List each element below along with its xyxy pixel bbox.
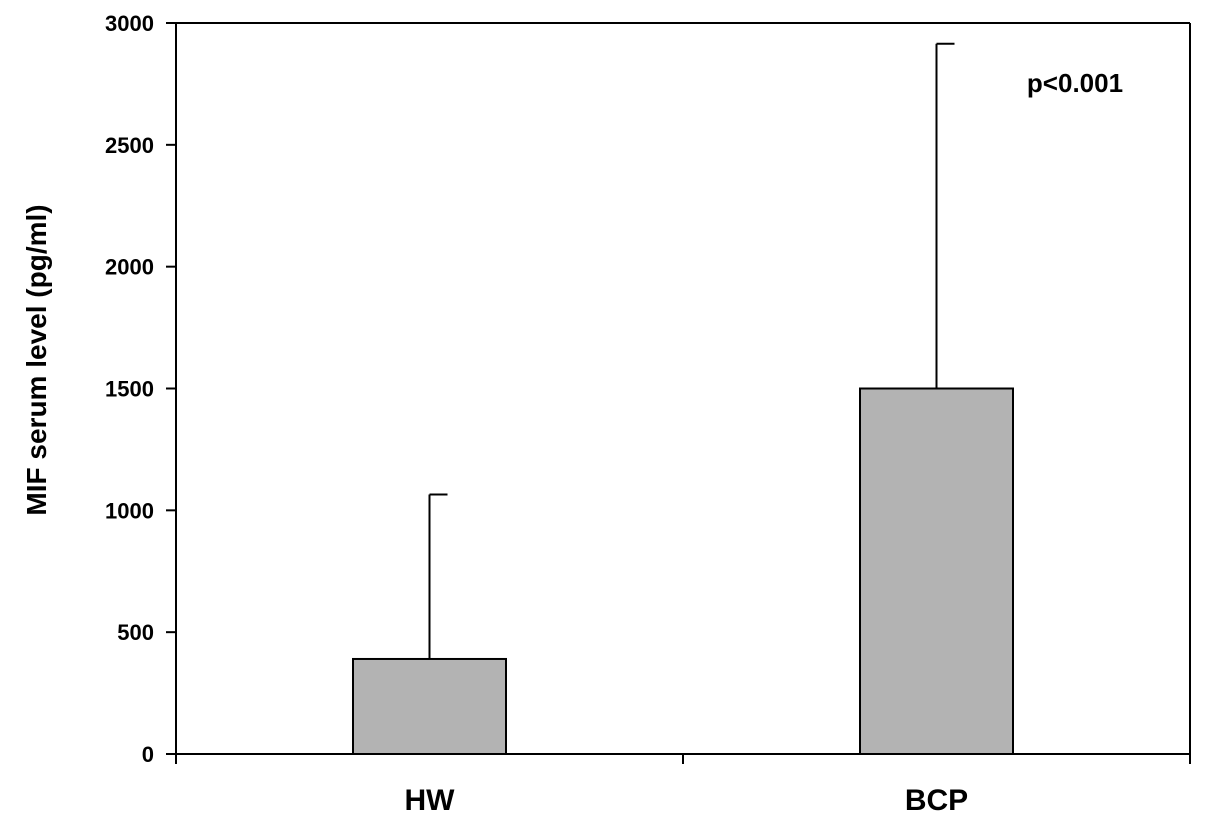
y-axis-ticks: 0 500 1000 1500 2000 2500 3000 [105, 11, 176, 767]
bar-bcp [859, 387, 1014, 755]
p-value-annotation: p<0.001 [1027, 68, 1123, 98]
y-tick-label: 2000 [105, 255, 154, 280]
y-tick-label: 1500 [105, 377, 154, 402]
y-tick-label: 1000 [105, 498, 154, 523]
y-axis-title: MIF serum level (pg/ml) [21, 204, 52, 515]
bars [352, 387, 1014, 755]
y-tick-label: 500 [117, 620, 154, 645]
x-tick-label: BCP [905, 784, 968, 817]
bar-hw [352, 657, 507, 755]
x-axis-ticks: HW BCP [405, 754, 968, 817]
y-tick-label: 0 [142, 742, 154, 767]
y-tick-label: 2500 [105, 133, 154, 158]
error-bars [428, 42, 955, 659]
y-tick-label: 3000 [105, 11, 154, 36]
plot-frame [175, 22, 1191, 764]
x-tick-label: HW [405, 784, 456, 817]
